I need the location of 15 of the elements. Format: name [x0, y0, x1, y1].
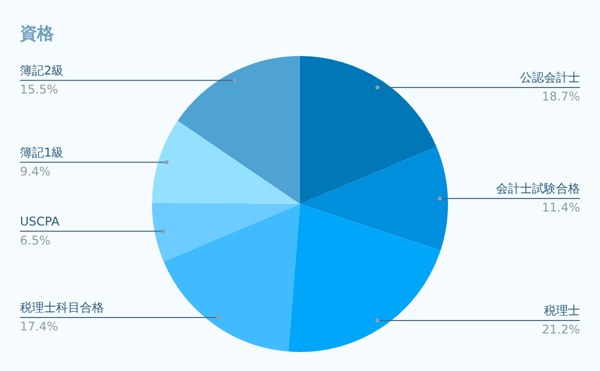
data-label: 9.4% [20, 164, 50, 178]
slice-label: 税理士 [544, 304, 580, 318]
data-label: 11.4% [542, 200, 580, 215]
slice-label: 簿記2級 [20, 63, 64, 78]
chart-title: 資格 [20, 23, 54, 45]
data-label: 21.2% [542, 322, 580, 337]
data-label: 18.7% [542, 90, 580, 104]
data-label: 15.5% [20, 82, 58, 96]
slice-label: 会計士試験合格 [496, 182, 580, 196]
slice-label: 税理士科目合格 [20, 300, 104, 315]
data-label: 17.4% [20, 320, 58, 334]
slice-label: 公認会計士 [520, 70, 580, 85]
slice-label: 簿記1級 [20, 145, 64, 160]
data-label: 6.5% [20, 233, 50, 248]
slice-label: USCPA [20, 214, 60, 228]
